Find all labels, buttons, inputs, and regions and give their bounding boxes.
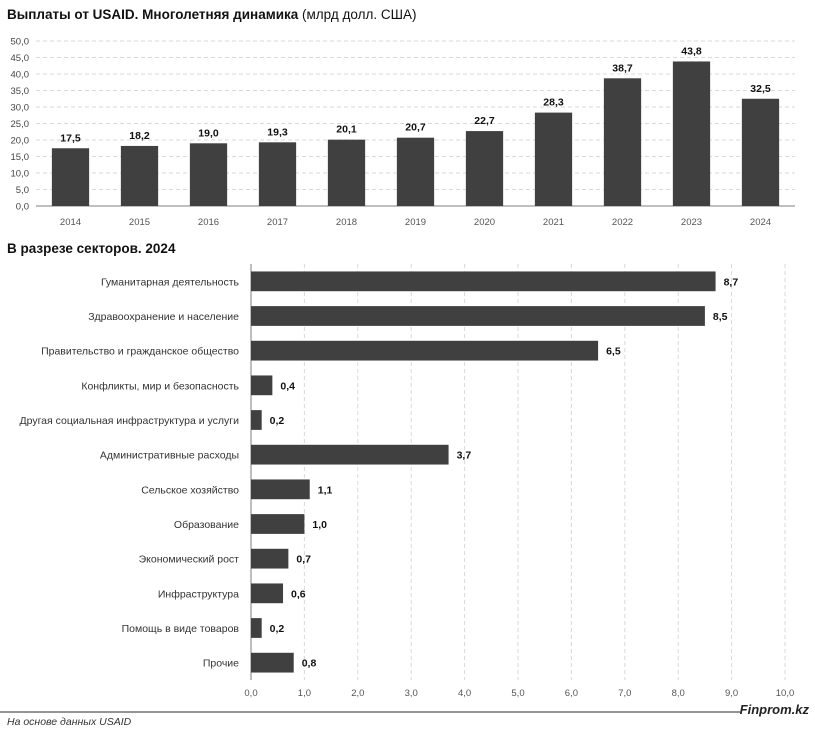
data-label: 0,8 bbox=[302, 658, 317, 670]
category-label: Административные расходы bbox=[100, 450, 239, 462]
x-tick-label: 2,0 bbox=[351, 688, 364, 699]
category-label: Помощь в виде товаров bbox=[122, 623, 240, 635]
bar-2016 bbox=[189, 143, 228, 206]
y-tick-label: 25,0 bbox=[11, 119, 30, 130]
y-tick-label: 35,0 bbox=[11, 86, 30, 97]
data-label: 6,5 bbox=[606, 346, 621, 358]
category-label: Здравоохранение и население bbox=[88, 311, 239, 323]
x-tick-label: 2023 bbox=[681, 217, 702, 228]
category-label: Другая социальная инфраструктура и услуг… bbox=[19, 415, 239, 427]
x-tick-label: 10,0 bbox=[776, 688, 795, 699]
data-label: 22,7 bbox=[474, 115, 495, 127]
x-tick-label: 7,0 bbox=[618, 688, 631, 699]
x-tick-label: 2014 bbox=[60, 217, 81, 228]
x-tick-label: 2022 bbox=[612, 217, 633, 228]
bar-2020 bbox=[465, 131, 504, 206]
y-tick-label: 20,0 bbox=[11, 136, 30, 147]
data-label: 17,5 bbox=[60, 132, 81, 144]
x-tick-label: 2017 bbox=[267, 217, 288, 228]
x-tick-label: 5,0 bbox=[511, 688, 524, 699]
data-label: 18,2 bbox=[129, 130, 150, 142]
x-tick-label: 8,0 bbox=[672, 688, 685, 699]
x-tick-label: 2019 bbox=[405, 217, 426, 228]
y-tick-label: 50,0 bbox=[11, 37, 30, 48]
data-label: 0,6 bbox=[291, 588, 306, 600]
bar-sector bbox=[251, 340, 599, 361]
x-tick-label: 4,0 bbox=[458, 688, 471, 699]
bar-2018 bbox=[327, 139, 366, 206]
bar-2022 bbox=[603, 78, 642, 206]
chart2-title: В разрезе секторов. 2024 bbox=[7, 241, 176, 256]
y-tick-label: 45,0 bbox=[11, 53, 30, 64]
y-tick-label: 10,0 bbox=[11, 169, 30, 180]
bar-sector bbox=[251, 583, 284, 604]
bar-2024 bbox=[741, 98, 780, 206]
x-tick-label: 1,0 bbox=[298, 688, 311, 699]
x-tick-label: 0,0 bbox=[244, 688, 257, 699]
y-tick-label: 15,0 bbox=[11, 152, 30, 163]
y-tick-label: 30,0 bbox=[11, 103, 30, 114]
chart1-title: Выплаты от USAID. Многолетняя динамика (… bbox=[7, 7, 416, 22]
x-tick-label: 2020 bbox=[474, 217, 495, 228]
data-label: 1,0 bbox=[312, 519, 327, 531]
data-label: 8,7 bbox=[724, 276, 739, 288]
data-label: 19,3 bbox=[267, 126, 288, 138]
data-label: 20,7 bbox=[405, 122, 426, 134]
y-tick-label: 5,0 bbox=[16, 185, 29, 196]
bar-sector bbox=[251, 444, 449, 465]
x-tick-label: 2021 bbox=[543, 217, 564, 228]
y-tick-label: 0,0 bbox=[16, 202, 29, 213]
brand-logo: Finprom.kz bbox=[739, 702, 809, 717]
bar-sector bbox=[251, 479, 310, 500]
x-tick-label: 2015 bbox=[129, 217, 150, 228]
bar-sector bbox=[251, 271, 716, 292]
data-label: 1,1 bbox=[318, 484, 333, 496]
data-label: 0,2 bbox=[270, 623, 285, 635]
data-label: 28,3 bbox=[543, 97, 564, 109]
bar-sector bbox=[251, 514, 305, 534]
x-tick-label: 3,0 bbox=[405, 688, 418, 699]
data-label: 19,0 bbox=[198, 127, 219, 139]
bar-2017 bbox=[258, 142, 297, 206]
bar-sector bbox=[251, 548, 289, 569]
data-label: 0,4 bbox=[280, 380, 295, 392]
category-label: Конфликты, мир и безопасность bbox=[81, 380, 239, 392]
bar-2021 bbox=[534, 112, 573, 206]
category-label: Сельское хозяйство bbox=[141, 484, 239, 496]
x-tick-label: 2018 bbox=[336, 217, 357, 228]
data-label: 32,5 bbox=[750, 83, 771, 95]
bar-sector bbox=[251, 410, 262, 430]
data-label: 8,5 bbox=[713, 311, 728, 323]
data-label: 0,2 bbox=[270, 415, 285, 427]
bar-sector bbox=[251, 618, 262, 638]
chart1-title-unit: (млрд долл. США) bbox=[302, 7, 417, 22]
bar-sector bbox=[251, 652, 294, 673]
bar-sector bbox=[251, 375, 273, 396]
data-label: 20,1 bbox=[336, 124, 357, 136]
data-label: 0,7 bbox=[296, 554, 311, 566]
x-tick-label: 9,0 bbox=[725, 688, 738, 699]
bar-2015 bbox=[120, 145, 159, 206]
category-label: Прочие bbox=[203, 658, 239, 670]
source-note: На основе данных USAID bbox=[7, 716, 132, 728]
data-label: 38,7 bbox=[612, 62, 633, 74]
y-tick-label: 40,0 bbox=[11, 70, 30, 81]
data-label: 43,8 bbox=[681, 45, 702, 57]
bar-2019 bbox=[396, 137, 435, 206]
bar-2023 bbox=[672, 61, 711, 207]
chart1-title-main: Выплаты от USAID. Многолетняя динамика bbox=[7, 7, 299, 22]
bar-2014 bbox=[51, 148, 90, 206]
category-label: Экономический рост bbox=[139, 554, 240, 566]
category-label: Образование bbox=[174, 519, 239, 531]
category-label: Правительство и гражданское общество bbox=[41, 346, 239, 358]
x-tick-label: 2024 bbox=[750, 217, 771, 228]
x-tick-label: 6,0 bbox=[565, 688, 578, 699]
category-label: Гуманитарная деятельность bbox=[101, 276, 240, 288]
yearly-bar-chart: 0,0 5,0 10,0 15,0 20,0 25,0 30,0 35,0 40,0 45,0 50… bbox=[11, 37, 795, 228]
bar-sector bbox=[251, 306, 705, 326]
category-label: Инфраструктура bbox=[158, 588, 239, 600]
x-tick-label: 2016 bbox=[198, 217, 219, 228]
data-label: 3,7 bbox=[457, 450, 472, 462]
